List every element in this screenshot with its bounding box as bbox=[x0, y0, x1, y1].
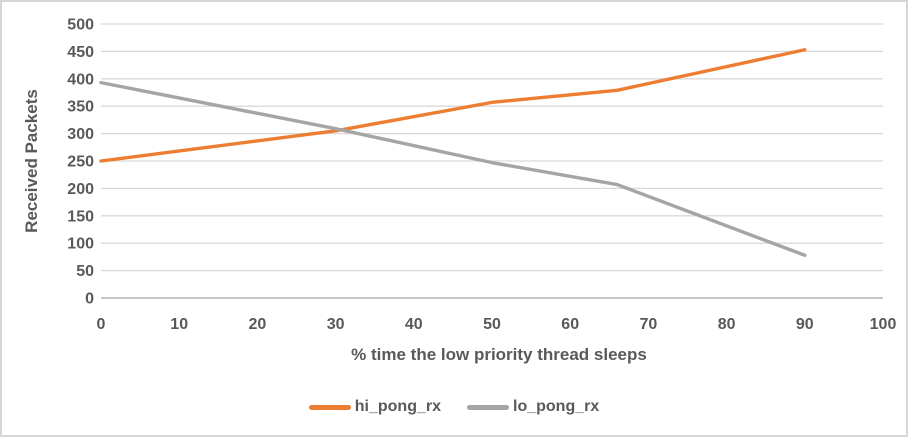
y-tick-label: 450 bbox=[67, 44, 94, 61]
x-axis-title: % time the low priority thread sleeps bbox=[351, 345, 647, 364]
x-axis-tick-labels: 0 10 20 30 40 50 60 70 80 90 100 bbox=[97, 316, 897, 333]
x-tick-label: 30 bbox=[327, 316, 345, 333]
x-tick-label: 10 bbox=[170, 316, 188, 333]
legend-label: hi_pong_rx bbox=[354, 398, 441, 415]
legend-swatch-icon bbox=[467, 404, 509, 410]
y-tick-label: 250 bbox=[67, 154, 94, 171]
y-tick-label: 50 bbox=[76, 263, 94, 280]
y-tick-label: 100 bbox=[67, 236, 94, 253]
series-lines bbox=[99, 48, 807, 257]
y-tick-label: 150 bbox=[67, 208, 94, 225]
legend-label: lo_pong_rx bbox=[513, 398, 600, 415]
x-tick-label: 60 bbox=[561, 316, 579, 333]
x-tick-label: 80 bbox=[718, 316, 736, 333]
y-tick-label: 200 bbox=[67, 181, 94, 198]
x-tick-label: 40 bbox=[405, 316, 423, 333]
legend: hi_pong_rx lo_pong_rx bbox=[2, 394, 906, 420]
x-tick-label: 0 bbox=[97, 316, 106, 333]
x-tick-label: 100 bbox=[870, 316, 897, 333]
y-axis-title: Received Packets bbox=[22, 89, 41, 233]
y-tick-label: 500 bbox=[67, 17, 94, 34]
legend-item-lo_pong_rx[interactable]: lo_pong_rx bbox=[467, 399, 599, 415]
y-tick-label: 350 bbox=[67, 99, 94, 116]
y-tick-label: 0 bbox=[85, 291, 94, 308]
series-line-hi_pong_rx[interactable] bbox=[99, 48, 807, 163]
legend-item-hi_pong_rx[interactable]: hi_pong_rx bbox=[308, 398, 441, 415]
y-tick-label: 400 bbox=[67, 71, 94, 88]
y-axis-tick-labels: 0 50 100 150 200 250 300 350 400 450 500 bbox=[67, 17, 94, 308]
legend-swatch-icon bbox=[308, 404, 351, 410]
x-tick-label: 20 bbox=[249, 316, 267, 333]
y-tick-label: 300 bbox=[67, 126, 94, 143]
x-tick-label: 70 bbox=[640, 316, 658, 333]
series-line-lo_pong_rx[interactable] bbox=[99, 80, 807, 257]
x-tick-label: 90 bbox=[796, 316, 814, 333]
x-tick-label: 50 bbox=[483, 316, 501, 333]
